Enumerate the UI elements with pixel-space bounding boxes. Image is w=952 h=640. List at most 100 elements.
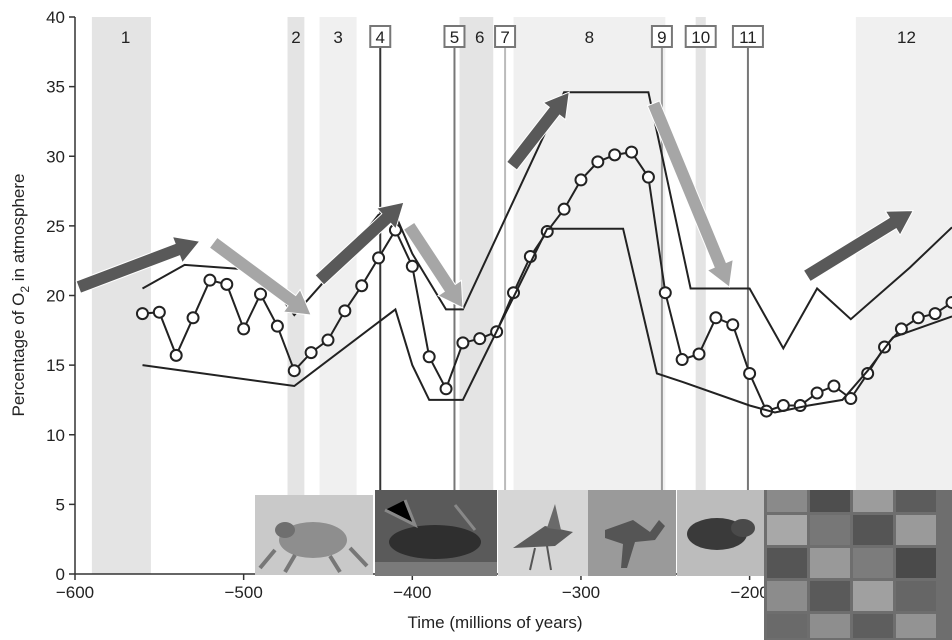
y-tick-label: 35	[46, 78, 65, 97]
data-point	[456, 336, 470, 350]
data-point	[152, 305, 166, 319]
data-point	[827, 379, 841, 393]
data-point	[270, 319, 284, 333]
event-label-5: 5	[450, 28, 459, 47]
event-band-12	[855, 17, 952, 574]
series-line-upper	[142, 91, 952, 351]
trend-arrow-5	[505, 91, 570, 171]
data-point	[169, 348, 183, 362]
data-point	[203, 273, 217, 287]
reptile-photo	[375, 490, 497, 576]
event-label-2: 2	[291, 28, 300, 47]
y-tick-label: 10	[46, 426, 65, 445]
data-point	[439, 382, 453, 396]
data-point	[355, 279, 369, 293]
data-point	[372, 251, 386, 265]
data-point	[135, 307, 149, 321]
x-tick-label: −600	[56, 583, 94, 602]
dinosaur-photo	[588, 490, 676, 576]
event-label-8: 8	[585, 28, 594, 47]
data-point	[220, 277, 234, 291]
organism-photo-strip	[255, 490, 952, 640]
event-label-box-10	[684, 25, 717, 48]
event-label-1: 1	[121, 28, 130, 47]
data-point	[743, 366, 757, 380]
series	[135, 91, 952, 418]
data-point	[810, 386, 824, 400]
x-tick-label: −200	[730, 583, 768, 602]
event-label-9: 9	[657, 28, 666, 47]
event-label-4: 4	[376, 28, 385, 47]
y-axis-title-subscript: 2	[18, 286, 32, 293]
event-label-box-4	[369, 25, 392, 48]
data-point	[709, 311, 723, 325]
y-tick-label: 15	[46, 356, 65, 375]
trend-arrow-7	[802, 210, 915, 283]
y-tick-label: 5	[56, 495, 65, 514]
data-point	[658, 286, 672, 300]
data-point	[692, 347, 706, 361]
data-point	[591, 155, 605, 169]
y-axis-title-main: Percentage of O	[9, 293, 28, 417]
trend-arrows	[75, 91, 915, 316]
trend-arrow-3	[314, 201, 405, 286]
data-point	[574, 173, 588, 187]
data-point	[338, 304, 352, 318]
trend-arrow-6	[646, 100, 734, 289]
data-point	[287, 364, 301, 378]
event-band-6	[459, 17, 494, 574]
data-point	[186, 311, 200, 325]
data-point	[405, 259, 419, 273]
data-point	[625, 145, 639, 159]
data-point	[608, 148, 622, 162]
data-point	[844, 392, 858, 406]
data-point	[473, 332, 487, 346]
y-tick-label: 30	[46, 147, 65, 166]
event-label-12: 12	[897, 28, 916, 47]
data-point	[304, 346, 318, 360]
data-point	[557, 202, 571, 216]
y-tick-label: 0	[56, 565, 65, 584]
y-tick-label: 25	[46, 217, 65, 236]
early-bird-photo	[498, 490, 588, 576]
data-point	[422, 350, 436, 364]
x-tick-label: −500	[225, 583, 263, 602]
y-tick-label: 40	[46, 8, 65, 27]
trend-arrow-1	[75, 235, 201, 294]
x-axis-title: Time (millions of years)	[407, 613, 582, 632]
event-label-11: 11	[739, 28, 757, 47]
event-band-1	[91, 17, 151, 574]
data-point	[254, 287, 268, 301]
event-band-8	[513, 17, 666, 574]
event-label-box-5	[443, 25, 466, 48]
mammal-photo	[677, 490, 764, 576]
event-label-box-9	[650, 25, 673, 48]
event-label-box-7	[494, 25, 517, 48]
data-point	[726, 318, 740, 332]
y-tick-label: 20	[46, 287, 65, 306]
data-point	[911, 311, 925, 325]
data-point	[237, 322, 251, 336]
event-label-6: 6	[475, 28, 484, 47]
event-band-3	[319, 17, 357, 574]
frog-photo	[255, 495, 373, 575]
data-point	[945, 295, 952, 309]
event-label-3: 3	[333, 28, 342, 47]
x-tick-label: −300	[562, 583, 600, 602]
event-label-box-11	[731, 25, 764, 48]
y-axis-title: Percentage of O2 in atmosphere	[9, 174, 32, 417]
data-point	[641, 170, 655, 184]
data-point	[928, 307, 942, 321]
data-point	[861, 366, 875, 380]
data-point	[675, 353, 689, 367]
event-band-10	[695, 17, 706, 574]
mammal-collage	[764, 490, 952, 640]
event-label-10: 10	[691, 28, 710, 47]
event-bands	[91, 17, 952, 574]
y-axis-title-suffix: in atmosphere	[9, 174, 28, 286]
x-tick-label: −400	[393, 583, 431, 602]
data-point	[321, 333, 335, 347]
trend-arrow-4	[402, 221, 464, 309]
